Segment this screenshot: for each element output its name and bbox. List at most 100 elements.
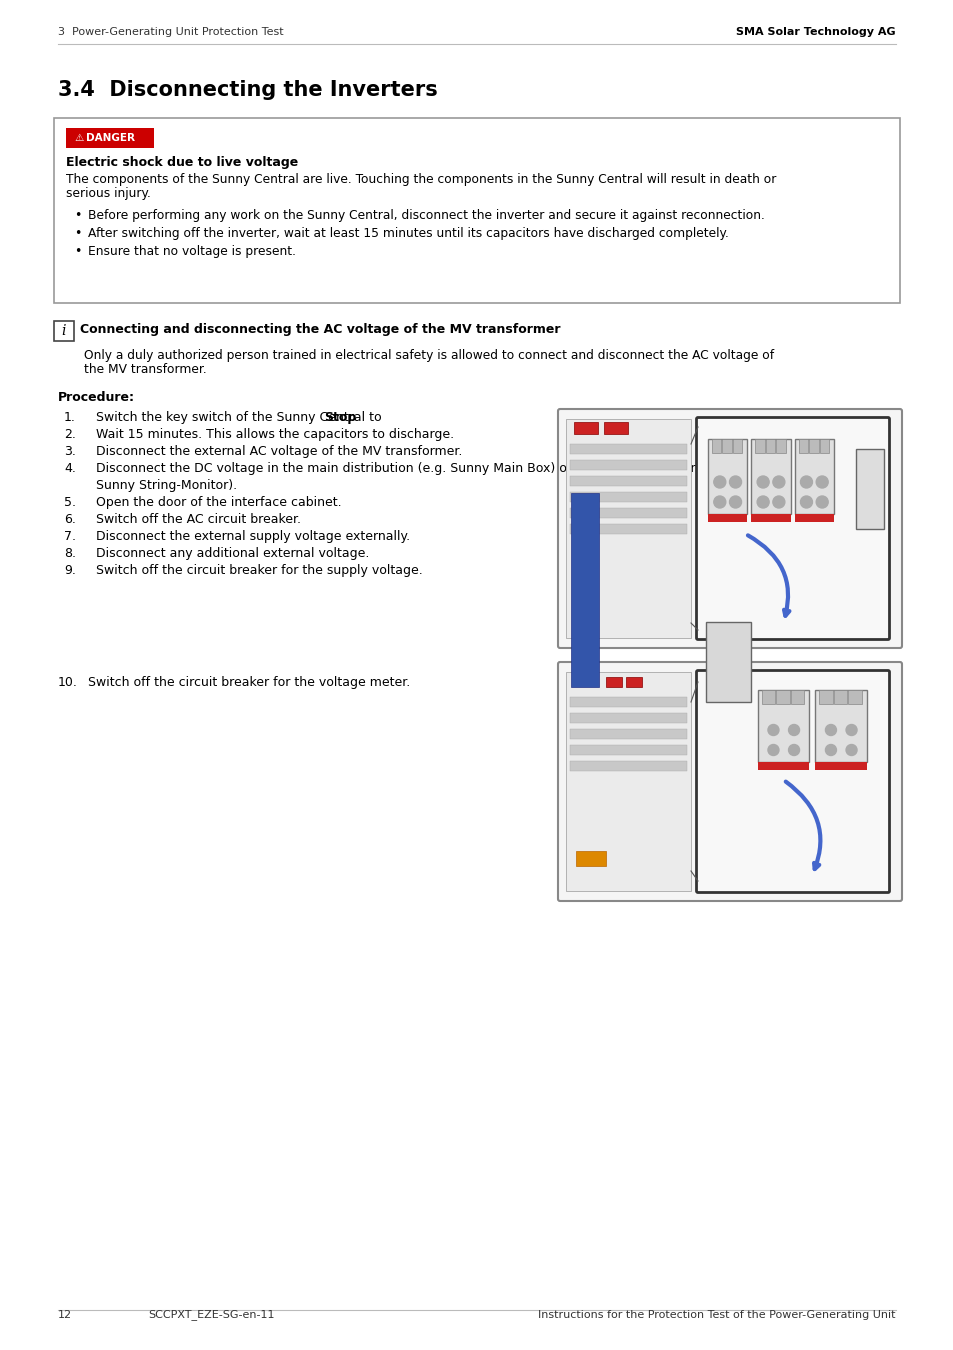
Circle shape bbox=[767, 725, 779, 736]
Bar bbox=[569, 761, 686, 771]
Circle shape bbox=[816, 495, 827, 508]
Text: •: • bbox=[74, 244, 81, 258]
Text: 3.: 3. bbox=[64, 446, 76, 458]
Text: After switching off the inverter, wait at least 15 minutes until its capacitors : After switching off the inverter, wait a… bbox=[88, 227, 728, 240]
Bar bbox=[776, 690, 789, 703]
Circle shape bbox=[845, 744, 856, 756]
Text: •: • bbox=[74, 209, 81, 221]
Text: 9.: 9. bbox=[64, 564, 76, 576]
Bar bbox=[569, 729, 686, 738]
Text: 4.: 4. bbox=[64, 462, 76, 475]
Text: Disconnect any additional external voltage.: Disconnect any additional external volta… bbox=[96, 547, 369, 560]
Bar bbox=[565, 418, 690, 639]
Text: Electric shock due to live voltage: Electric shock due to live voltage bbox=[66, 157, 298, 169]
Bar bbox=[758, 690, 809, 761]
Bar bbox=[569, 508, 686, 518]
Bar bbox=[569, 444, 686, 454]
Bar bbox=[721, 439, 731, 454]
Bar bbox=[54, 321, 74, 342]
Circle shape bbox=[713, 495, 725, 508]
Text: Disconnect the external AC voltage of the MV transformer.: Disconnect the external AC voltage of th… bbox=[96, 446, 462, 458]
Bar bbox=[569, 745, 686, 755]
Bar bbox=[569, 460, 686, 470]
Bar bbox=[569, 524, 686, 535]
Circle shape bbox=[824, 725, 836, 736]
Bar bbox=[833, 690, 846, 703]
FancyBboxPatch shape bbox=[558, 662, 901, 900]
Bar bbox=[605, 676, 621, 687]
Text: Ensure that no voltage is present.: Ensure that no voltage is present. bbox=[88, 244, 295, 258]
Bar bbox=[819, 439, 828, 454]
Text: 2.: 2. bbox=[64, 428, 76, 441]
Text: Switch the key switch of the Sunny Central to: Switch the key switch of the Sunny Centr… bbox=[96, 410, 385, 424]
Text: Sunny String-Monitor).: Sunny String-Monitor). bbox=[96, 479, 237, 491]
Text: .: . bbox=[350, 410, 354, 424]
Circle shape bbox=[816, 477, 827, 487]
Bar bbox=[808, 439, 818, 454]
Bar bbox=[758, 761, 809, 770]
Text: Connecting and disconnecting the AC voltage of the MV transformer: Connecting and disconnecting the AC volt… bbox=[80, 323, 560, 336]
Text: 3  Power-Generating Unit Protection Test: 3 Power-Generating Unit Protection Test bbox=[58, 27, 283, 36]
Bar bbox=[603, 423, 627, 433]
Bar bbox=[565, 672, 690, 891]
Text: The components of the Sunny Central are live. Touching the components in the Sun: The components of the Sunny Central are … bbox=[66, 173, 776, 186]
Bar bbox=[707, 439, 746, 514]
Text: the MV transformer.: the MV transformer. bbox=[84, 363, 207, 377]
Text: 10.: 10. bbox=[58, 676, 78, 688]
Circle shape bbox=[788, 725, 799, 736]
Text: 1.: 1. bbox=[64, 410, 76, 424]
Text: Procedure:: Procedure: bbox=[58, 392, 135, 404]
Text: Stop: Stop bbox=[323, 410, 355, 424]
Bar bbox=[798, 439, 807, 454]
Bar bbox=[569, 491, 686, 502]
Text: Open the door of the interface cabinet.: Open the door of the interface cabinet. bbox=[96, 495, 341, 509]
Text: 6.: 6. bbox=[64, 513, 76, 526]
Bar bbox=[574, 423, 598, 433]
Text: DANGER: DANGER bbox=[86, 134, 135, 143]
Text: SCCPXT_EZE-SG-en-11: SCCPXT_EZE-SG-en-11 bbox=[148, 1310, 274, 1320]
Bar bbox=[794, 514, 833, 522]
Text: SMA Solar Technology AG: SMA Solar Technology AG bbox=[736, 27, 895, 36]
Bar bbox=[625, 676, 641, 687]
Text: 5.: 5. bbox=[64, 495, 76, 509]
Bar bbox=[776, 439, 785, 454]
Bar bbox=[576, 850, 605, 865]
Circle shape bbox=[757, 495, 768, 508]
Text: Switch off the AC circuit breaker.: Switch off the AC circuit breaker. bbox=[96, 513, 301, 526]
Bar bbox=[819, 690, 832, 703]
Bar bbox=[732, 439, 741, 454]
Circle shape bbox=[713, 477, 725, 487]
Bar bbox=[755, 439, 764, 454]
Bar bbox=[571, 493, 598, 687]
Bar bbox=[751, 439, 790, 514]
Text: Wait 15 minutes. This allows the capacitors to discharge.: Wait 15 minutes. This allows the capacit… bbox=[96, 428, 454, 441]
Circle shape bbox=[729, 477, 740, 487]
Bar bbox=[761, 690, 775, 703]
Text: Disconnect the DC voltage in the main distribution (e.g. Sunny Main Box) or the : Disconnect the DC voltage in the main di… bbox=[96, 462, 730, 475]
Bar bbox=[815, 761, 866, 770]
Text: Disconnect the external supply voltage externally.: Disconnect the external supply voltage e… bbox=[96, 531, 410, 543]
Circle shape bbox=[845, 725, 856, 736]
Bar bbox=[707, 514, 746, 522]
Bar bbox=[751, 514, 790, 522]
FancyBboxPatch shape bbox=[696, 671, 888, 892]
Circle shape bbox=[772, 477, 784, 487]
Bar bbox=[855, 450, 883, 529]
FancyBboxPatch shape bbox=[696, 417, 888, 640]
Bar bbox=[765, 439, 775, 454]
Text: Only a duly authorized person trained in electrical safety is allowed to connect: Only a duly authorized person trained in… bbox=[84, 350, 773, 362]
Text: Switch off the circuit breaker for the voltage meter.: Switch off the circuit breaker for the v… bbox=[88, 676, 410, 688]
Text: 3.4  Disconnecting the Inverters: 3.4 Disconnecting the Inverters bbox=[58, 80, 437, 100]
Circle shape bbox=[757, 477, 768, 487]
Bar bbox=[794, 439, 833, 514]
Bar bbox=[569, 713, 686, 724]
Text: 8.: 8. bbox=[64, 547, 76, 560]
Text: Switch off the circuit breaker for the supply voltage.: Switch off the circuit breaker for the s… bbox=[96, 564, 422, 576]
Bar bbox=[569, 697, 686, 707]
Bar bbox=[66, 128, 153, 148]
Bar bbox=[54, 117, 899, 302]
Circle shape bbox=[788, 744, 799, 756]
FancyBboxPatch shape bbox=[558, 409, 901, 648]
Bar bbox=[569, 477, 686, 486]
Bar bbox=[847, 690, 862, 703]
